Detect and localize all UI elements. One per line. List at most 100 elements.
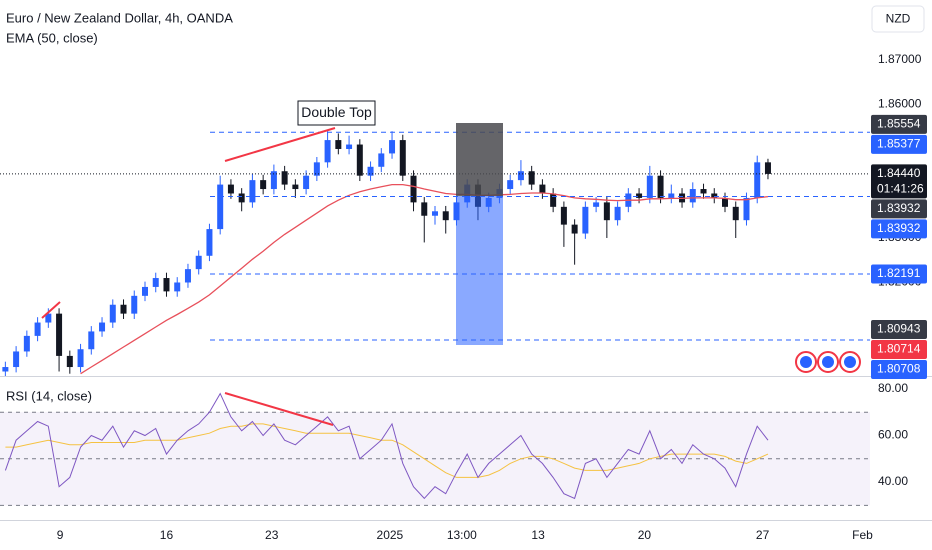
- candle-body: [34, 322, 41, 336]
- candle-body: [23, 335, 30, 352]
- symbol-title: Euro / New Zealand Dollar, 4h, OANDA: [6, 10, 233, 25]
- price-badge-label: 1.80714: [877, 342, 921, 356]
- price-badge-label: 1.83932: [877, 221, 921, 235]
- trend-line: [41, 301, 61, 319]
- plot-layer: 9 16 23 2025 13:00 13 20 27 Feb 1.87000 1.86000 1.8…: [0, 52, 922, 542]
- annotation: Double Top: [301, 104, 372, 120]
- candle-body: [303, 175, 310, 190]
- candle-body: [249, 180, 256, 203]
- candle-body: [700, 189, 707, 194]
- price-badge-label: 1.85554: [877, 117, 921, 131]
- price-badge: [871, 360, 927, 380]
- x-tick-label: Feb: [852, 528, 873, 542]
- candle-body: [174, 282, 181, 292]
- candle-body: [593, 202, 600, 207]
- candle-body: [120, 304, 127, 314]
- price-badge: [871, 164, 927, 199]
- candle-body: [99, 322, 106, 332]
- indicator-label: RSI (14, close): [6, 388, 92, 403]
- candle-body: [367, 166, 374, 176]
- candle-body: [432, 211, 438, 216]
- y-tick-label: 1.87000: [878, 52, 922, 66]
- candle-body: [152, 278, 159, 287]
- candle-body: [560, 206, 567, 225]
- candle-body: [646, 175, 653, 198]
- candle-body: [292, 184, 299, 190]
- candle-body: [754, 162, 761, 198]
- series-line: [80, 183, 769, 375]
- candle-body: [743, 197, 750, 221]
- candle-body: [2, 367, 9, 372]
- y-tick-label: 40.00: [878, 474, 908, 488]
- candle-body: [614, 206, 621, 221]
- price-badge-label: 1.82191: [877, 266, 921, 280]
- y-tick-label: 1.86000: [878, 97, 922, 111]
- candle-body: [217, 184, 224, 230]
- price-badge: [871, 134, 927, 154]
- x-tick-label: 16: [160, 528, 174, 542]
- currency[interactable]: NZD: [886, 12, 911, 26]
- x-tick-label: 9: [57, 528, 64, 542]
- candle-body: [550, 193, 557, 207]
- candle-body: [689, 189, 696, 203]
- candle-body: [206, 229, 213, 256]
- currency-button[interactable]: [871, 5, 925, 33]
- candle-body: [270, 171, 277, 190]
- candle-body: [732, 206, 739, 221]
- candle-body: [517, 171, 524, 181]
- price-badge: [871, 114, 927, 134]
- candle-body: [507, 180, 514, 190]
- candle-body: [378, 153, 385, 167]
- series-line: [4, 392, 769, 500]
- candle-body: [13, 351, 20, 368]
- x-tick-label: 27: [756, 528, 770, 542]
- candle-body: [668, 193, 675, 198]
- position-stop-zone: [456, 123, 503, 196]
- price-badge-label: 1.85377: [877, 137, 921, 151]
- price-badge: [871, 340, 927, 360]
- candle-body: [142, 286, 148, 296]
- candle-body: [66, 355, 73, 368]
- candle-body: [571, 224, 578, 234]
- price-badges: 1.85554 1.85377 1.84440 01:41:26 1.83932 1.83…: [871, 114, 927, 380]
- candle-body: [722, 197, 728, 207]
- candle-body: [163, 278, 170, 292]
- candle-body: [324, 140, 331, 163]
- candle-body: [657, 175, 664, 198]
- candle-body: [195, 255, 202, 270]
- candle-body: [356, 144, 363, 176]
- x-tick-label: 20: [638, 528, 652, 542]
- price-badge-label: 1.83932: [877, 201, 921, 215]
- candle-body: [313, 162, 320, 176]
- x-tick-label: 23: [265, 528, 279, 542]
- price-badge: [871, 264, 927, 284]
- position-target-zone: [456, 196, 503, 345]
- candle-body: [636, 193, 643, 198]
- candle-body: [764, 162, 771, 174]
- candle-body: [109, 304, 116, 323]
- candle-body: [346, 144, 353, 149]
- candle-body: [131, 295, 138, 314]
- trend-line: [224, 392, 334, 426]
- countdown: 01:41:26: [877, 182, 924, 196]
- candle-body: [421, 202, 428, 216]
- price-badge-label: 1.84440: [877, 166, 921, 180]
- candle-body: [539, 184, 546, 194]
- price-badge: [871, 320, 927, 340]
- price-badge-label: 1.80708: [877, 362, 921, 376]
- candle-body: [442, 211, 449, 221]
- price-badge: [871, 219, 927, 239]
- price-badge: [871, 199, 927, 219]
- trend-line: [224, 127, 336, 162]
- annotation-box: [297, 100, 376, 126]
- candle-body: [711, 193, 718, 198]
- candle-body: [238, 193, 245, 203]
- candle-body: [335, 140, 342, 149]
- x-tick-label: 13: [531, 528, 545, 542]
- candle-body: [184, 269, 191, 283]
- candle-body: [260, 180, 267, 190]
- candle-body: [389, 140, 396, 154]
- candle-body: [56, 313, 63, 356]
- y-tick-label: 80.00: [878, 381, 908, 395]
